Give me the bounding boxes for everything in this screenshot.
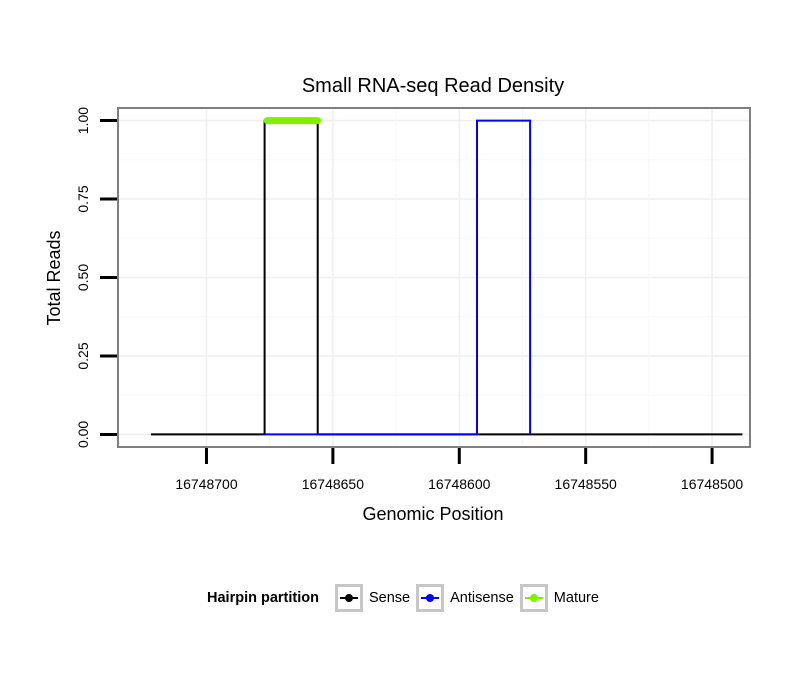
y-tick-label: 1.00 (75, 107, 91, 134)
chart-title: Small RNA-seq Read Density (302, 75, 564, 97)
series-antisense-line (264, 119, 532, 436)
legend-title: Hairpin partition (207, 590, 319, 606)
y-tick-label: 0.25 (75, 342, 91, 369)
legend-key-mature (519, 584, 548, 612)
x-tick-label: 16748650 (302, 476, 365, 492)
x-tick-label: 16748700 (175, 476, 238, 492)
legend: Hairpin partition Sense Antisense Mature (207, 582, 605, 614)
x-tick-label: 16748500 (681, 476, 744, 492)
legend-label-mature: Mature (553, 590, 599, 606)
y-tick-label: 0.75 (75, 185, 91, 212)
y-axis: 0.00 0.25 0.50 0.75 1.00 (75, 107, 117, 448)
x-axis-label: Genomic Position (362, 504, 503, 524)
series-layer (150, 117, 743, 436)
y-tick-label: 0.50 (75, 264, 91, 291)
legend-label-sense: Sense (368, 590, 411, 606)
legend-item-antisense: Antisense (416, 584, 514, 612)
legend-item-mature: Mature (519, 584, 599, 612)
y-tick-label: 0.00 (75, 421, 91, 448)
y-axis-label: Total Reads (44, 230, 64, 325)
x-tick-label: 16748550 (555, 476, 618, 492)
legend-key-antisense (416, 584, 445, 612)
x-tick-label: 16748600 (428, 476, 491, 492)
x-axis: 16748700 16748650 16748600 16748550 16748500 (175, 448, 743, 492)
legend-item-sense: Sense (334, 584, 411, 612)
legend-key-sense (334, 584, 363, 612)
plot-border (117, 107, 751, 448)
legend-label-antisense: Antisense (450, 590, 514, 606)
